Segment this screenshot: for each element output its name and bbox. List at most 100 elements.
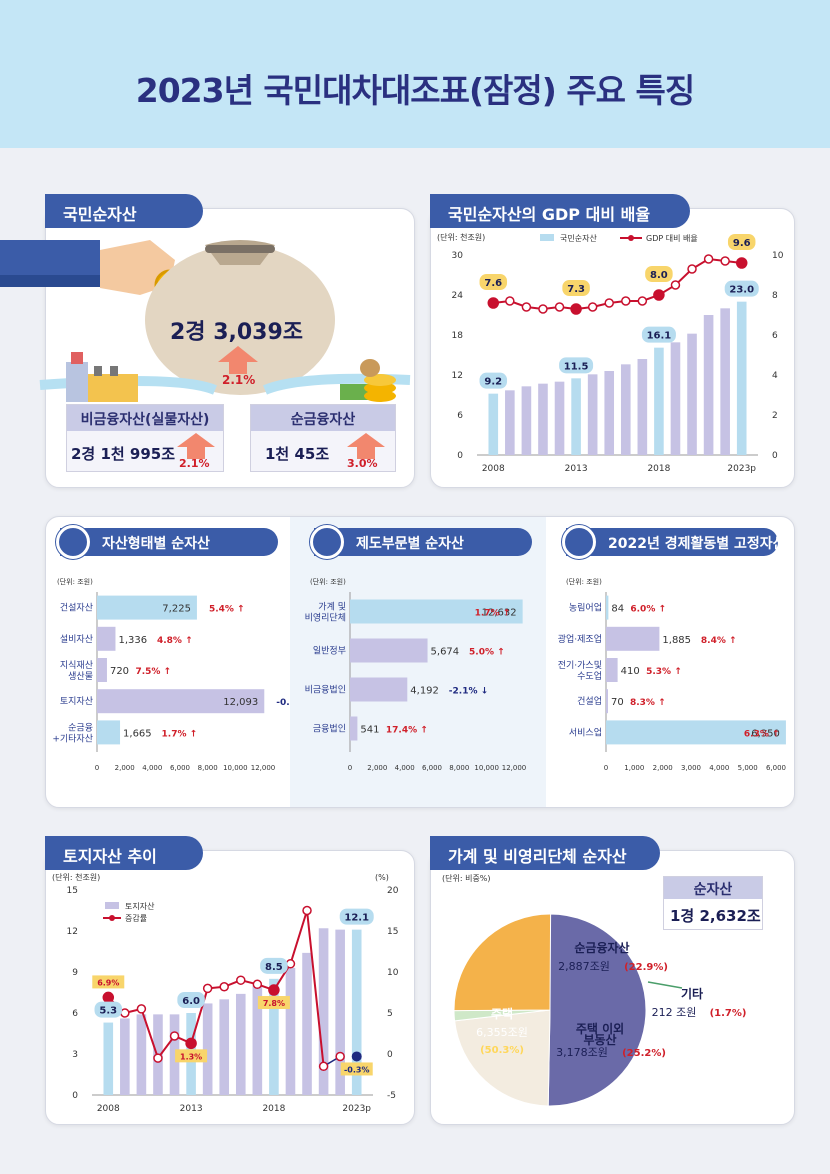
land-assets-chart: (단위: 천조원) (%) 0 3 6 9 12 15 -5 0 5 10 15 20 2008 2013 20… [52, 872, 399, 1114]
legend-line-marker [628, 235, 634, 241]
bar [97, 626, 116, 651]
y-tick-right: 15 [387, 927, 398, 937]
up-arrow-icon [177, 433, 215, 459]
line-point [202, 983, 213, 994]
value-label: 720 [110, 666, 129, 677]
growth-label: 4.8% ↑ [157, 636, 193, 646]
bar [571, 378, 581, 455]
y-tick-left: 0 [72, 1091, 78, 1101]
growth-label: -2.1% ↓ [449, 687, 488, 697]
y-tick-right: 20 [387, 886, 399, 896]
tab-sector: 제도부문별 순자산 [314, 528, 532, 556]
bar [606, 720, 786, 745]
slice-percent: (25.2%) [622, 1048, 666, 1059]
slice-label: 기타 [681, 986, 703, 1001]
legend-line: GDP 대비 배율 [646, 234, 698, 243]
bar [97, 689, 265, 714]
legend-bar: 국민순자산 [560, 233, 597, 243]
y-tick-left: 3 [72, 1050, 78, 1060]
legend-line-marker [109, 915, 115, 921]
chart-unit-right: (%) [375, 873, 389, 882]
slice-amount: 6,355조원 [476, 1026, 528, 1039]
x-tick: 2008 [97, 1104, 120, 1114]
pie-slice [547, 913, 647, 1107]
up-arrow-icon [218, 346, 258, 374]
line-point-last [351, 1051, 362, 1062]
x-tick: 10,000 [474, 764, 499, 772]
coins-icon [340, 359, 396, 402]
line-point [653, 289, 665, 301]
line-point [554, 302, 565, 312]
value-label: 410 [621, 666, 640, 677]
net-financial-box: 순금융자산 1천 45조 3.0% [250, 404, 396, 472]
x-tick: 2023p [727, 464, 756, 474]
chart-unit: (단위: 조원) [310, 577, 346, 586]
category-label: 순금융 +기타자산 [52, 722, 93, 744]
line-point [720, 256, 730, 266]
category-label: 건설자산 [60, 603, 93, 614]
category-label: 설비자산 [60, 634, 93, 645]
bar-label-bg [260, 957, 288, 974]
x-tick: 2018 [647, 464, 670, 474]
line-label-bg [340, 1062, 373, 1076]
bar [351, 929, 362, 1095]
legend-bar-swatch [105, 902, 119, 909]
bar-label-bg [724, 280, 759, 297]
factory-icon [66, 352, 138, 402]
bar-label: 23.0 [729, 285, 754, 296]
slice-amount: 3,178조원 [556, 1046, 608, 1059]
net-financial-growth: 3.0% [347, 457, 378, 470]
line-point [102, 991, 115, 1004]
line-label: 8.0 [650, 270, 668, 281]
slice-label: 순금융자산 [574, 940, 629, 955]
line-point [687, 264, 697, 274]
pie-slice [453, 913, 552, 1012]
value-label: 12,093 [223, 697, 258, 708]
line-label: 7.6 [484, 278, 502, 289]
bar [637, 359, 648, 455]
bar [538, 383, 548, 455]
category-label: 농림어업 [569, 602, 602, 614]
line-point [505, 296, 515, 306]
x-tick: 8,000 [449, 764, 469, 772]
line-point [670, 280, 681, 290]
x-tick: 6,000 [422, 764, 442, 772]
value-label: 12,632 [482, 608, 517, 619]
chart-unit: (단위: 천조원) [52, 872, 100, 882]
growth-label: 6.0% ↑ [630, 605, 666, 615]
bar [720, 308, 730, 455]
x-tick: 0 [348, 764, 352, 772]
growth-label: 1.7% ↑ [162, 729, 198, 739]
category-label: 일반정부 [313, 646, 346, 657]
y-tick-left: 30 [452, 251, 464, 261]
growth-label: 8.3% ↑ [630, 698, 666, 708]
line-point [604, 298, 614, 308]
bar [252, 985, 263, 1095]
line-label: 9.6 [733, 238, 751, 249]
line-point [120, 1008, 130, 1018]
line-point [268, 984, 280, 996]
line-label-bg [727, 234, 756, 250]
bar [703, 315, 714, 455]
bar-label: 11.5 [564, 361, 589, 372]
growth-label: 1.7% ↑ [475, 609, 511, 619]
bar-label-bg [177, 992, 205, 1008]
y-tick-right: 4 [772, 371, 778, 381]
growth-label: 8.4% ↑ [701, 636, 737, 646]
category-label: 광업·제조업 [558, 633, 602, 645]
bar [606, 595, 609, 620]
line-point [735, 257, 748, 269]
x-tick: 2023p [342, 1104, 371, 1114]
value-label: 6,350 [751, 728, 780, 739]
bar [670, 342, 681, 455]
value-label: 1,336 [118, 635, 147, 646]
tab-household: 가계 및 비영리단체 순자산 [430, 836, 660, 870]
bar-label-bg [559, 357, 594, 374]
bar-label-bg [339, 908, 374, 925]
line-label-bg [562, 280, 590, 296]
value-label: 1,885 [662, 635, 691, 646]
real-assets-label: 비금융자산(실물자산) [67, 405, 223, 431]
bar [318, 928, 329, 1095]
category-label: 가계 및 비영리단체 [305, 601, 346, 624]
line-point [252, 979, 263, 990]
